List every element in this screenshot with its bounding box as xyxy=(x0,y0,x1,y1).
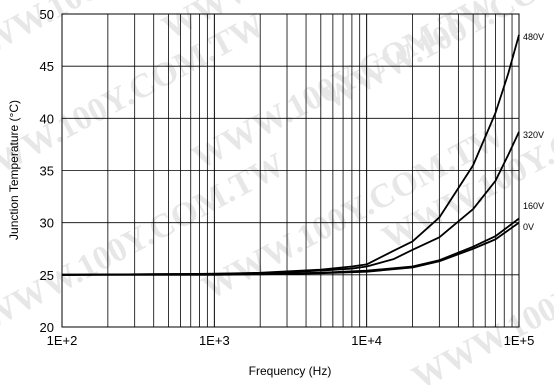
series-label-0v: 0V xyxy=(523,222,534,232)
y-tick-label: 40 xyxy=(40,111,54,126)
series-label-160v: 160V xyxy=(523,201,544,211)
y-tick-label: 50 xyxy=(40,7,54,22)
y-tick-label: 30 xyxy=(40,216,54,231)
x-axis-label: Frequency (Hz) xyxy=(249,364,332,378)
y-tick-label: 35 xyxy=(40,164,54,179)
grid-layer xyxy=(61,13,520,328)
x-tick-label: 1E+2 xyxy=(47,333,78,348)
y-axis-label: Junction Temperature (°C) xyxy=(7,100,21,240)
series-label-320v: 320V xyxy=(523,130,544,140)
x-tick-label: 1E+5 xyxy=(504,333,535,348)
series-layer: 480V 320V 160V 0V xyxy=(61,32,544,276)
y-tick-label: 45 xyxy=(40,59,54,74)
tick-label-layer: 1E+2 1E+3 1E+4 1E+5 20 25 30 35 40 45 50 xyxy=(40,7,535,348)
x-tick-label: 1E+3 xyxy=(199,333,230,348)
series-line-0v xyxy=(62,221,520,276)
y-tick-label: 25 xyxy=(40,268,54,283)
x-tick-label: 1E+4 xyxy=(351,333,382,348)
y-tick-label: 20 xyxy=(40,320,54,335)
series-label-480v: 480V xyxy=(523,32,544,42)
